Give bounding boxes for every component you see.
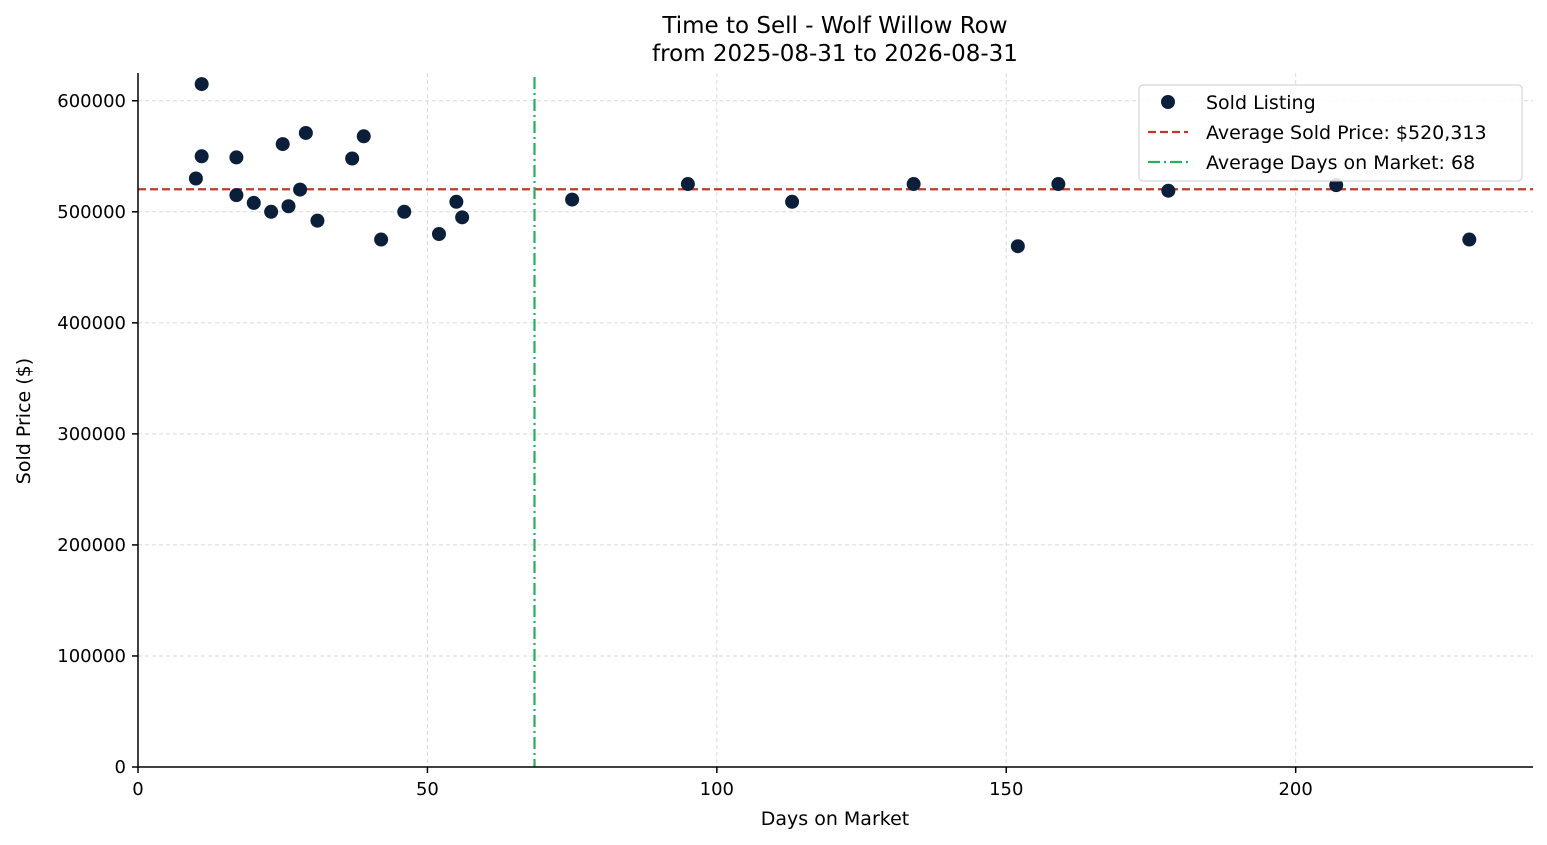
legend-label: Average Sold Price: $520,313: [1206, 122, 1487, 144]
sold-listing-point: [1010, 239, 1025, 254]
chart-title: Time to Sell - Wolf Willow Row: [661, 13, 1007, 39]
data-points: [188, 77, 1477, 254]
y-tick-label: 300000: [57, 424, 126, 445]
sold-listing-point: [397, 204, 412, 219]
sold-listing-point: [1051, 177, 1066, 192]
sold-listing-point: [264, 204, 279, 219]
sold-listing-point: [293, 182, 308, 197]
sold-listing-point: [1161, 183, 1176, 198]
sold-listing-point: [188, 171, 203, 186]
reference-lines: [138, 77, 1533, 767]
sold-listing-point: [906, 177, 921, 192]
legend: Sold Listing Average Sold Price: $520,313…: [1138, 84, 1523, 182]
y-tick-label: 400000: [57, 313, 126, 334]
sold-listing-point: [229, 188, 244, 203]
x-tick-label: 0: [132, 779, 143, 800]
y-axis-title: Sold Price ($): [13, 358, 35, 484]
sold-listing-point: [194, 149, 209, 164]
legend-label: Average Days on Market: 68: [1206, 152, 1475, 174]
legend-marker-icon: [1161, 95, 1175, 109]
sold-listing-point: [1329, 178, 1344, 193]
x-tick-label: 100: [700, 779, 734, 800]
sold-listing-point: [455, 210, 470, 225]
axes: 0 50 100 150 200 0 100000 200000 300000 400000 500…: [57, 73, 1533, 800]
sold-listing-point: [431, 227, 446, 242]
y-tick-label: 200000: [57, 535, 126, 556]
sold-listing-point: [310, 213, 325, 228]
sold-listing-point: [1462, 232, 1477, 247]
legend-box: [1138, 84, 1523, 182]
sold-listing-point: [449, 194, 464, 209]
y-tick-label: 600000: [57, 91, 126, 112]
y-tick-label: 0: [115, 757, 126, 778]
sold-listing-point: [374, 232, 389, 247]
y-tick-label: 100000: [57, 646, 126, 667]
x-tick-label: 200: [1278, 779, 1312, 800]
sold-listing-point: [275, 137, 290, 152]
sold-listing-point: [246, 195, 261, 210]
y-tick-label: 500000: [57, 202, 126, 223]
chart-subtitle: from 2025-08-31 to 2026-08-31: [652, 41, 1018, 67]
sold-listing-point: [281, 199, 296, 214]
legend-label: Sold Listing: [1206, 92, 1316, 114]
sold-listing-point: [356, 129, 371, 144]
sold-listing-point: [194, 77, 209, 92]
x-tick-label: 150: [989, 779, 1023, 800]
x-tick-label: 50: [416, 779, 439, 800]
sold-listing-point: [229, 150, 244, 165]
sold-listing-point: [298, 125, 313, 140]
sold-listing-point: [785, 194, 800, 209]
x-axis-title: Days on Market: [761, 808, 909, 830]
sold-listing-point: [345, 151, 360, 166]
sold-listing-point: [680, 177, 695, 192]
sold-listing-point: [565, 192, 580, 207]
